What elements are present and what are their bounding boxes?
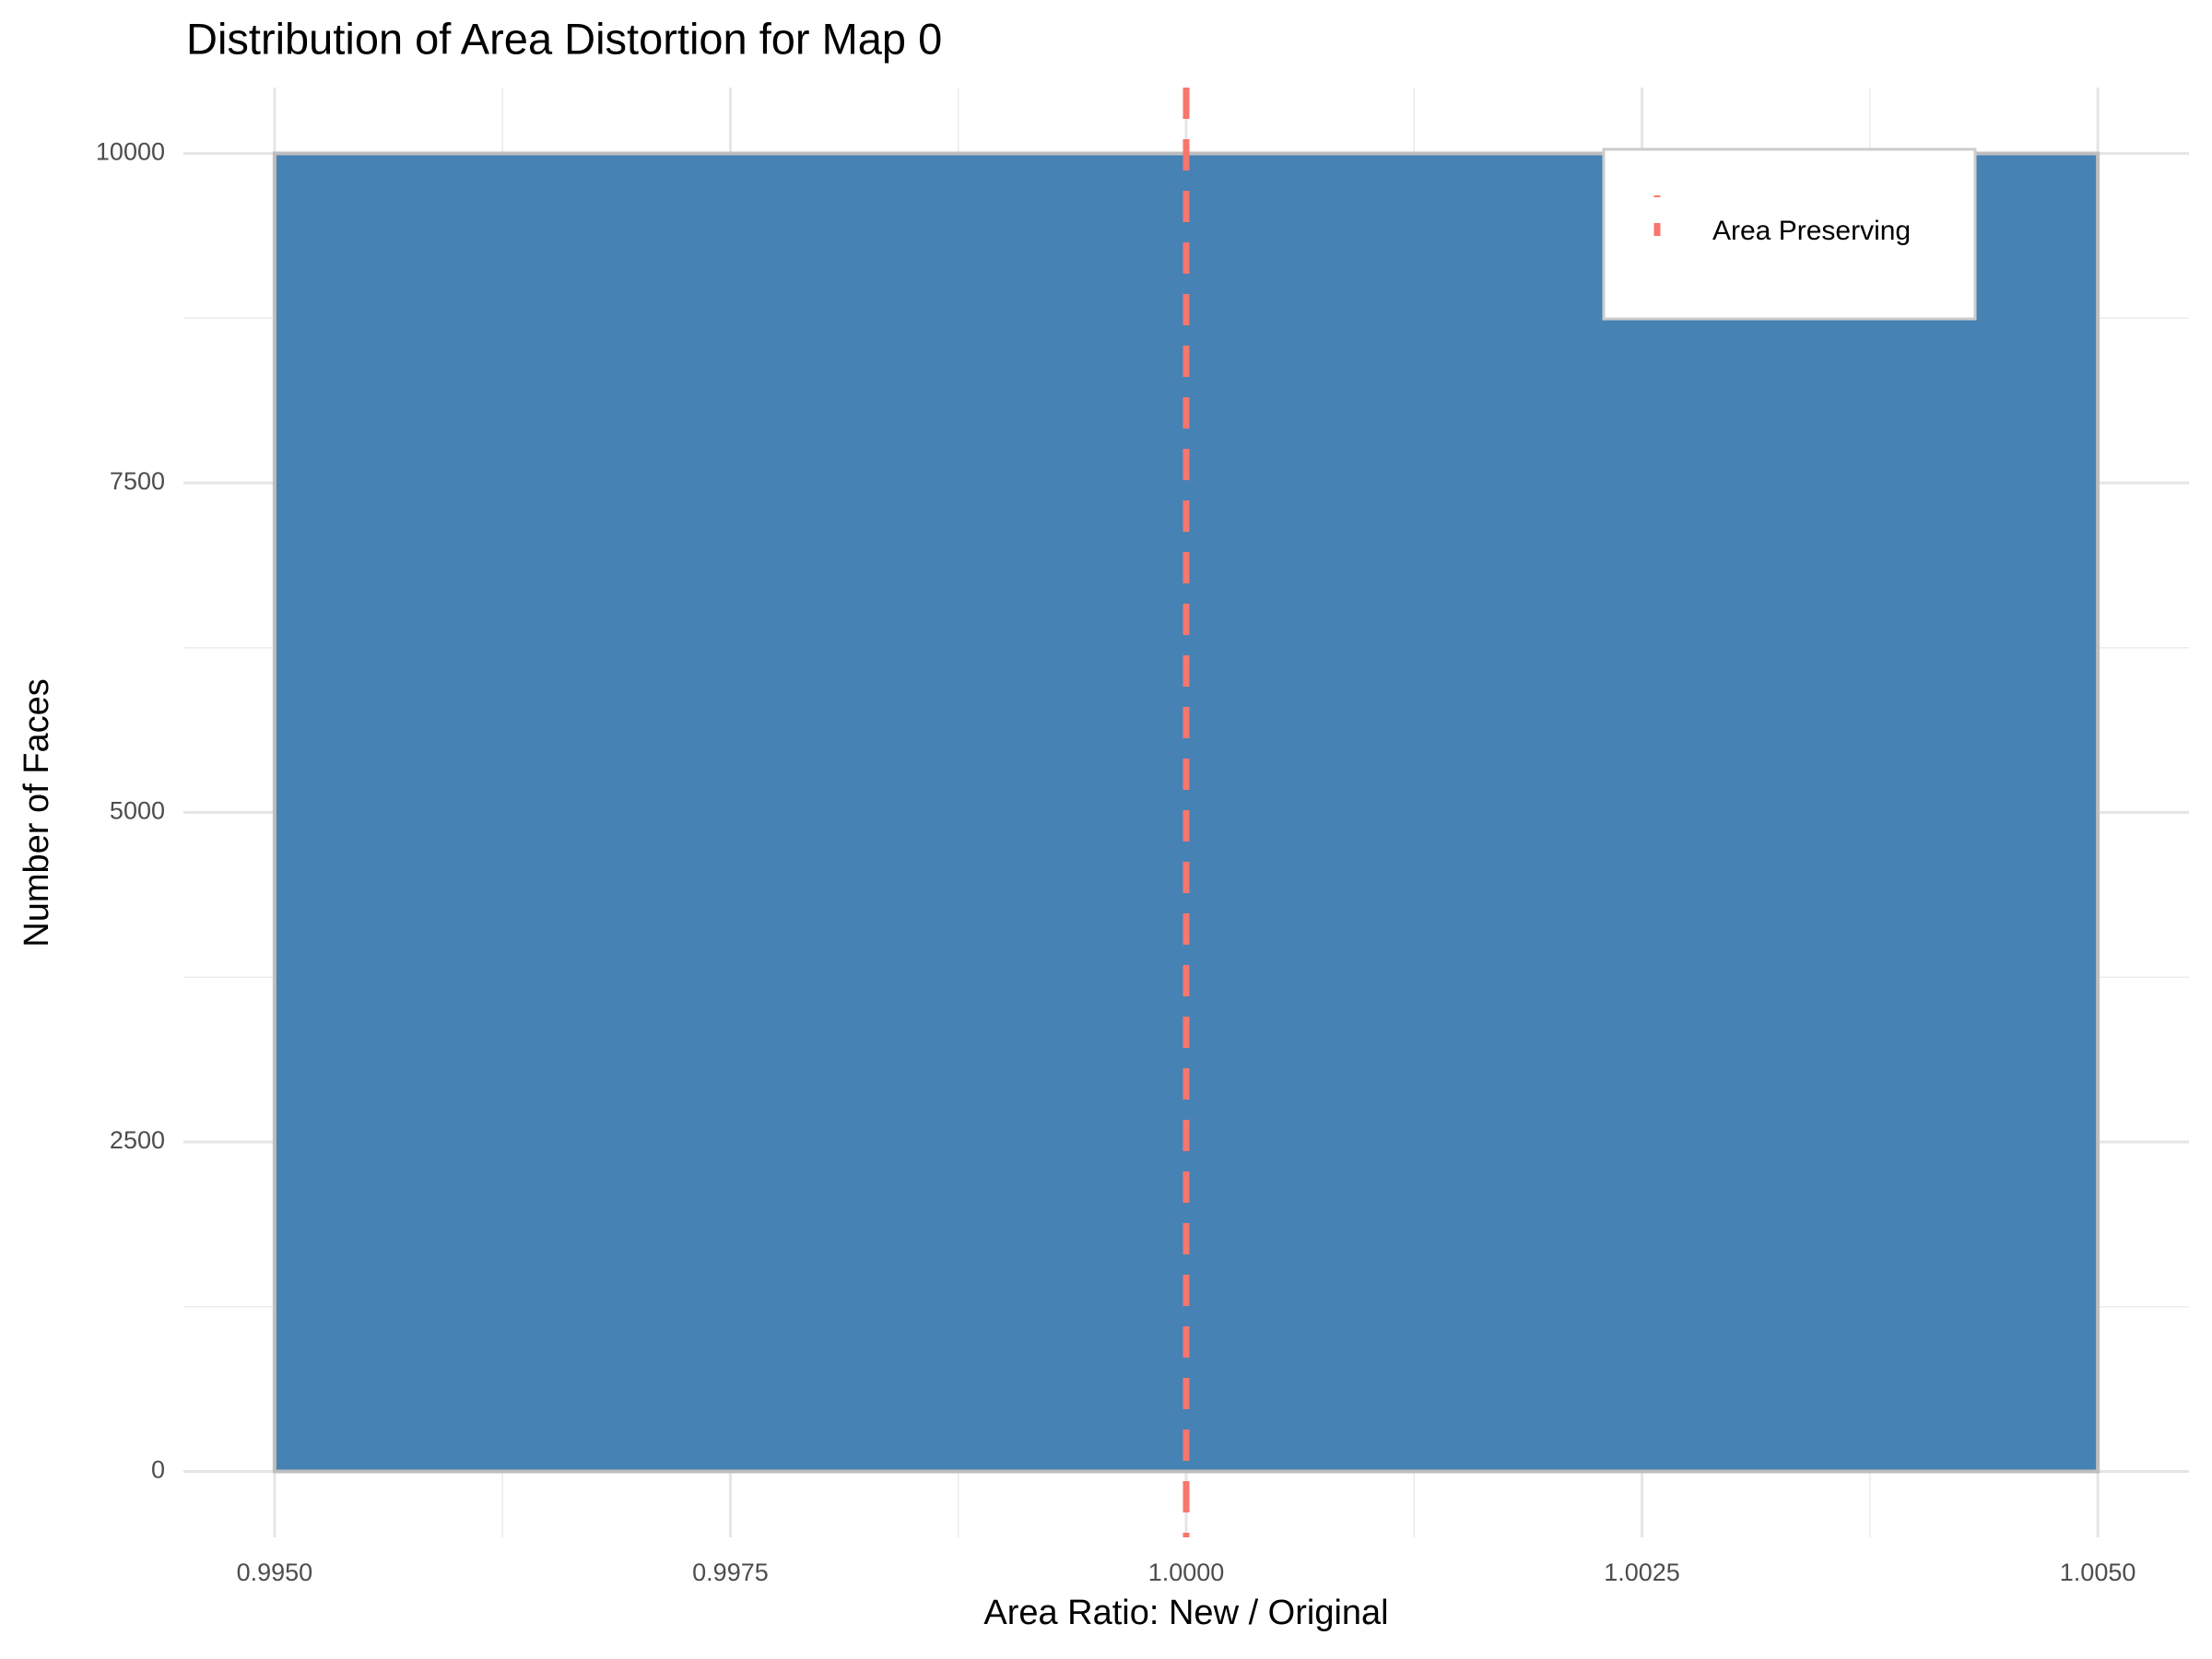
x-tick-label: 0.9950 <box>237 1559 313 1586</box>
chart-title: Distribution of Area Distortion for Map … <box>186 14 942 63</box>
y-tick-label: 5000 <box>110 797 165 825</box>
x-tick-label: 0.9975 <box>692 1559 769 1586</box>
x-tick-label: 1.0050 <box>2060 1559 2136 1586</box>
legend-box <box>1602 147 1977 321</box>
y-tick-label: 10000 <box>96 138 165 166</box>
x-axis-title: Area Ratio: New / Original <box>983 1594 1388 1632</box>
y-tick-label: 0 <box>151 1456 165 1484</box>
y-tick-label: 2500 <box>110 1126 165 1154</box>
y-tick-label: 7500 <box>110 467 165 495</box>
legend-label: Area Preserving <box>1712 216 1911 246</box>
x-tick-label: 1.0025 <box>1604 1559 1680 1586</box>
y-axis-title: Number of Faces <box>18 678 56 947</box>
x-tick-label: 1.0000 <box>1148 1559 1225 1586</box>
